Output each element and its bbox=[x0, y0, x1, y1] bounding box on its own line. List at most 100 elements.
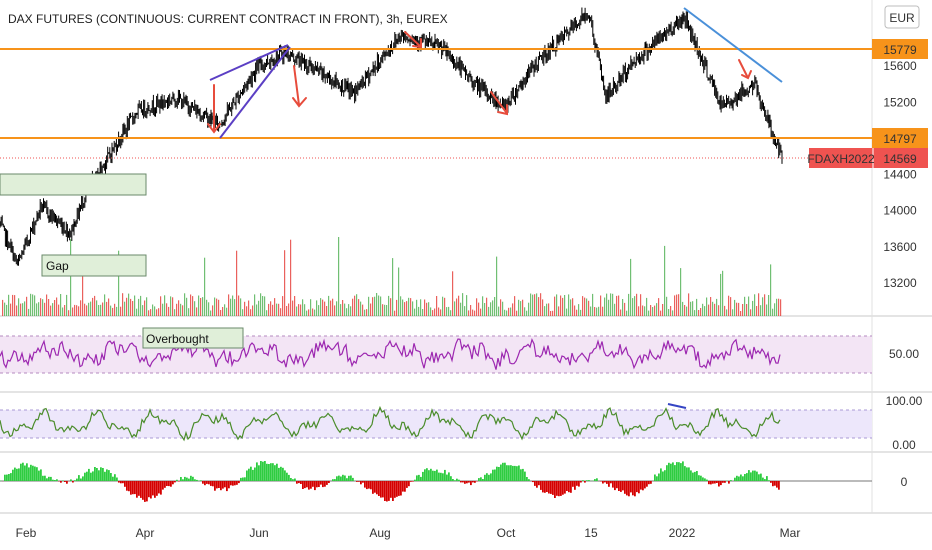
histogram-bar bbox=[168, 481, 170, 487]
histogram-bar bbox=[320, 481, 322, 485]
histogram-bar bbox=[376, 481, 378, 495]
volume-bar bbox=[392, 258, 394, 316]
histogram-bar bbox=[406, 481, 408, 488]
volume-bar bbox=[466, 295, 468, 316]
histogram-bar bbox=[96, 468, 98, 481]
volume-bar bbox=[524, 307, 526, 316]
histogram-bar bbox=[452, 479, 454, 481]
histogram-bar bbox=[700, 475, 702, 481]
histogram-bar bbox=[26, 463, 28, 481]
volume-bar bbox=[380, 296, 382, 316]
down-arrow-5 bbox=[738, 59, 752, 80]
volume-bar bbox=[218, 299, 220, 316]
histogram-bar bbox=[72, 481, 74, 483]
volume-bar bbox=[626, 310, 628, 316]
histogram-bar bbox=[368, 481, 370, 489]
histogram-bar bbox=[436, 469, 438, 481]
gap-zone-upper[interactable] bbox=[0, 173, 147, 196]
histogram-series bbox=[0, 461, 780, 502]
osc-divergence-line[interactable] bbox=[667, 403, 687, 409]
volume-bar bbox=[20, 303, 22, 316]
histogram-bar bbox=[586, 480, 588, 481]
volume-bar bbox=[630, 258, 632, 316]
histogram-bar bbox=[522, 468, 524, 481]
histogram-bar bbox=[738, 476, 740, 481]
histogram-bar bbox=[444, 469, 446, 481]
histogram-bar bbox=[80, 478, 82, 481]
volume-bar bbox=[522, 299, 524, 316]
histogram-bar bbox=[580, 481, 582, 483]
currency-button[interactable] bbox=[884, 5, 920, 29]
volume-bar bbox=[540, 293, 542, 316]
volume-bar bbox=[216, 298, 218, 316]
histogram-bar bbox=[230, 481, 232, 486]
chart-title: DAX FUTURES (CONTINUOUS: CURRENT CONTRAC… bbox=[8, 12, 448, 26]
histogram-bar bbox=[290, 478, 292, 481]
volume-bar bbox=[210, 310, 212, 316]
volume-bar bbox=[240, 298, 242, 316]
histogram-bar bbox=[196, 479, 198, 481]
volume-bar bbox=[462, 293, 464, 316]
volume-bar bbox=[546, 303, 548, 316]
histogram-bar bbox=[268, 464, 270, 481]
histogram-bar bbox=[654, 474, 656, 481]
histogram-bar bbox=[274, 465, 276, 481]
histogram-bar bbox=[600, 481, 602, 482]
volume-bar bbox=[38, 302, 40, 316]
histogram-bar bbox=[622, 481, 624, 491]
overbought-box[interactable] bbox=[142, 327, 244, 349]
trendline-descending[interactable] bbox=[683, 7, 783, 83]
price-tick-label: 15600 bbox=[883, 59, 917, 73]
gap-zone-lower[interactable] bbox=[41, 254, 147, 277]
trendline-lower[interactable] bbox=[219, 46, 291, 139]
histogram-bar bbox=[162, 481, 164, 490]
histogram-bar bbox=[722, 481, 724, 483]
volume-bar bbox=[450, 310, 452, 316]
histogram-bar bbox=[500, 464, 502, 481]
volume-bar bbox=[276, 303, 278, 316]
volume-bar bbox=[656, 303, 658, 316]
histogram-bar bbox=[318, 481, 320, 487]
histogram-bar bbox=[710, 481, 712, 485]
time-tick-label: Oct bbox=[497, 526, 516, 540]
histogram-bar bbox=[546, 481, 548, 492]
histogram-bar bbox=[182, 479, 184, 481]
volume-bar bbox=[438, 307, 440, 316]
trendline-upper[interactable] bbox=[209, 44, 289, 81]
histogram-bar bbox=[278, 467, 280, 481]
osc-high-label: 100.00 bbox=[886, 394, 923, 408]
volume-bar bbox=[510, 307, 512, 316]
volume-bar bbox=[674, 295, 676, 316]
histogram-bar bbox=[744, 474, 746, 481]
volume-bar bbox=[94, 295, 96, 316]
histogram-bar bbox=[130, 481, 132, 495]
volume-bar bbox=[108, 298, 110, 316]
histogram-bar bbox=[766, 476, 768, 481]
volume-bar bbox=[200, 298, 202, 316]
volume-bar bbox=[132, 301, 134, 316]
histogram-bar bbox=[216, 481, 218, 489]
volume-bar bbox=[176, 303, 178, 316]
histogram-bar bbox=[472, 481, 474, 483]
histogram-bar bbox=[252, 469, 254, 481]
level-badge-low-text: 14797 bbox=[883, 132, 917, 146]
histogram-bar bbox=[760, 473, 762, 481]
volume-bar bbox=[620, 309, 622, 316]
time-tick-label: Apr bbox=[136, 526, 155, 540]
histogram-bar bbox=[778, 481, 780, 490]
volume-bar bbox=[742, 304, 744, 316]
volume-bar bbox=[556, 294, 558, 316]
volume-bar bbox=[500, 299, 502, 316]
volume-bar bbox=[528, 302, 530, 316]
volume-bar bbox=[160, 296, 162, 316]
ticker-price-badge[interactable] bbox=[809, 148, 928, 168]
volume-bar bbox=[194, 301, 196, 316]
histogram-bar bbox=[140, 481, 142, 498]
volume-bar bbox=[292, 300, 294, 316]
volume-bar bbox=[498, 306, 500, 316]
histogram-bar bbox=[116, 477, 118, 481]
histogram-bar bbox=[32, 465, 34, 481]
histogram-bar bbox=[12, 469, 14, 481]
